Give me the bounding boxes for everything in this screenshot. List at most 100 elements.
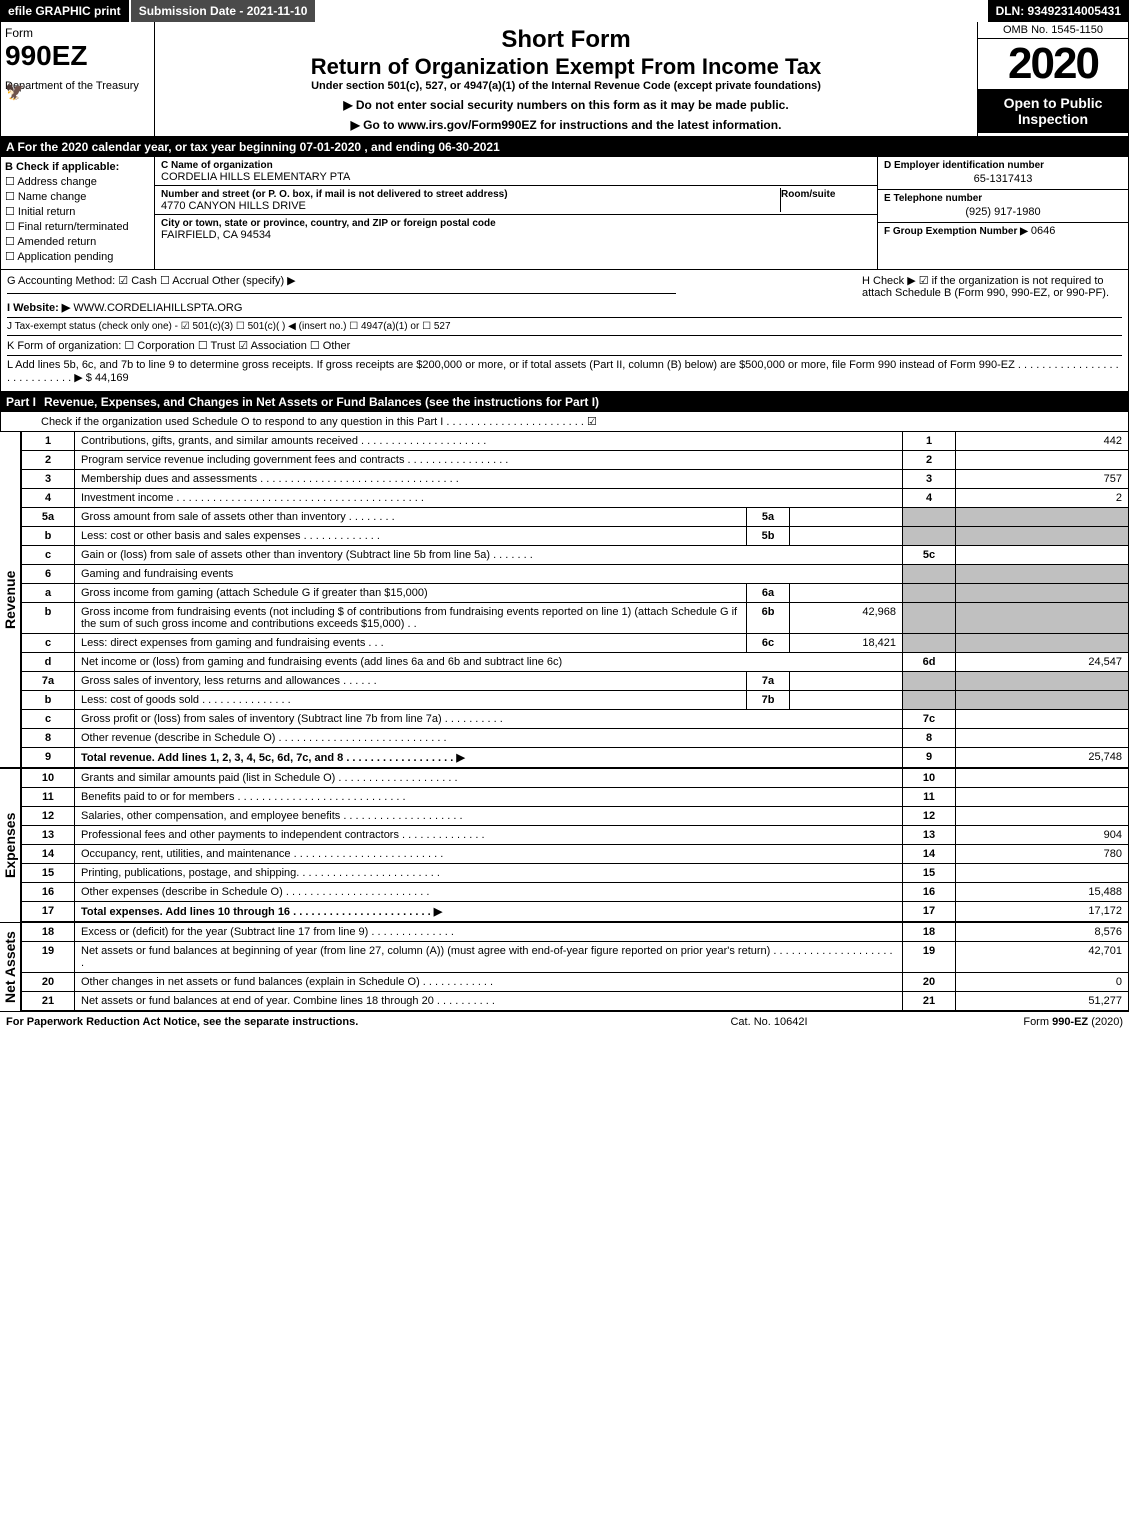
line-8: 8Other revenue (describe in Schedule O) … xyxy=(22,729,1129,748)
chk-address-change[interactable]: ☐ Address change xyxy=(5,175,150,188)
line-3: 3Membership dues and assessments . . . .… xyxy=(22,470,1129,489)
line-12: 12Salaries, other compensation, and empl… xyxy=(22,807,1129,826)
line-2: 2Program service revenue including gover… xyxy=(22,451,1129,470)
line-1: 1Contributions, gifts, grants, and simil… xyxy=(22,432,1129,451)
org-name-cell: C Name of organization CORDELIA HILLS EL… xyxy=(155,157,877,186)
entity-block: B Check if applicable: ☐ Address change … xyxy=(0,157,1129,270)
ein-label: D Employer identification number xyxy=(884,160,1044,171)
open-to-public: Open to Public Inspection xyxy=(978,89,1128,133)
ein-value: 65-1317413 xyxy=(884,171,1122,187)
chk-application-pending[interactable]: ☐ Application pending xyxy=(5,250,150,263)
entity-mid: C Name of organization CORDELIA HILLS EL… xyxy=(155,157,877,269)
chk-amended-return[interactable]: ☐ Amended return xyxy=(5,235,150,248)
line-21: 21Net assets or fund balances at end of … xyxy=(22,992,1129,1011)
return-title: Return of Organization Exempt From Incom… xyxy=(159,54,973,80)
part1-header: Part I Revenue, Expenses, and Changes in… xyxy=(0,392,1129,412)
submission-date: Submission Date - 2021-11-10 xyxy=(131,0,318,22)
street-value: 4770 CANYON HILLS DRIVE xyxy=(161,200,306,212)
part1-check: Check if the organization used Schedule … xyxy=(0,412,1129,431)
org-name: CORDELIA HILLS ELEMENTARY PTA xyxy=(161,171,350,183)
chk-initial-return[interactable]: ☐ Initial return xyxy=(5,205,150,218)
efile-graphic-print[interactable]: efile GRAPHIC print xyxy=(0,0,131,22)
group-label: F Group Exemption Number ▶ xyxy=(884,226,1028,237)
line-g: G Accounting Method: ☑ Cash ☐ Accrual Ot… xyxy=(7,274,676,294)
street-row: Number and street (or P. O. box, if mail… xyxy=(155,186,877,215)
phone-cell: E Telephone number (925) 917-1980 xyxy=(878,190,1128,223)
netassets-side-label: Net Assets xyxy=(0,922,21,1011)
website-link[interactable]: WWW.CORDELIAHILLSPTA.ORG xyxy=(73,302,242,314)
tax-year: 2020 xyxy=(978,39,1128,89)
page-footer: For Paperwork Reduction Act Notice, see … xyxy=(0,1011,1129,1032)
netassets-section: Net Assets 18Excess or (deficit) for the… xyxy=(0,922,1129,1011)
line-7a: 7aGross sales of inventory, less returns… xyxy=(22,672,1129,691)
expenses-table: 10Grants and similar amounts paid (list … xyxy=(21,768,1129,922)
line-l: L Add lines 5b, 6c, and 7b to line 9 to … xyxy=(7,356,1122,387)
line-18: 18Excess or (deficit) for the year (Subt… xyxy=(22,923,1129,942)
eagle-icon: 🦅 xyxy=(5,82,25,102)
line-i: I Website: ▶ WWW.CORDELIAHILLSPTA.ORG xyxy=(7,298,1122,318)
header-center: Short Form Return of Organization Exempt… xyxy=(155,22,978,136)
part1-label: Part I xyxy=(6,395,36,409)
part1-title: Revenue, Expenses, and Changes in Net As… xyxy=(44,395,599,409)
line-5b: bLess: cost or other basis and sales exp… xyxy=(22,527,1129,546)
line-11: 11Benefits paid to or for members . . . … xyxy=(22,788,1129,807)
tax-period: A For the 2020 calendar year, or tax yea… xyxy=(0,137,1129,157)
department: Department of the Treasury xyxy=(5,80,150,92)
subtitle: Under section 501(c), 527, or 4947(a)(1)… xyxy=(159,80,973,92)
line-6: 6Gaming and fundraising events xyxy=(22,565,1129,584)
street-label: Number and street (or P. O. box, if mail… xyxy=(161,189,508,200)
room-cell: Room/suite xyxy=(781,188,871,212)
spacer xyxy=(317,0,987,22)
line-6c: cLess: direct expenses from gaming and f… xyxy=(22,634,1129,653)
line-10: 10Grants and similar amounts paid (list … xyxy=(22,769,1129,788)
gross-receipts: 44,169 xyxy=(95,372,129,384)
city-value: FAIRFIELD, CA 94534 xyxy=(161,229,271,241)
warning-text: ▶ Do not enter social security numbers o… xyxy=(159,98,973,112)
expenses-side-label: Expenses xyxy=(0,768,21,922)
line-14: 14Occupancy, rent, utilities, and mainte… xyxy=(22,845,1129,864)
goto-link[interactable]: ▶ Go to www.irs.gov/Form990EZ for instru… xyxy=(159,118,973,132)
check-heading: B Check if applicable: xyxy=(5,161,119,173)
dln: DLN: 93492314005431 xyxy=(988,0,1129,22)
city-cell: City or town, state or province, country… xyxy=(155,215,877,243)
chk-final-return[interactable]: ☐ Final return/terminated xyxy=(5,220,150,233)
info-block: G Accounting Method: ☑ Cash ☐ Accrual Ot… xyxy=(0,270,1129,392)
chk-name-change[interactable]: ☐ Name change xyxy=(5,190,150,203)
expenses-section: Expenses 10Grants and similar amounts pa… xyxy=(0,768,1129,922)
line-k: K Form of organization: ☐ Corporation ☐ … xyxy=(7,336,1122,356)
line-6b: bGross income from fundraising events (n… xyxy=(22,603,1129,634)
line-19: 19Net assets or fund balances at beginni… xyxy=(22,942,1129,973)
line-7b: bLess: cost of goods sold . . . . . . . … xyxy=(22,691,1129,710)
line-17: 17Total expenses. Add lines 10 through 1… xyxy=(22,902,1129,922)
phone-label: E Telephone number xyxy=(884,193,982,204)
line-13: 13Professional fees and other payments t… xyxy=(22,826,1129,845)
form-number: 990EZ xyxy=(5,40,150,72)
entity-right: D Employer identification number 65-1317… xyxy=(877,157,1128,269)
form-header: Form 990EZ 🦅 Department of the Treasury … xyxy=(0,22,1129,137)
revenue-table: 1Contributions, gifts, grants, and simil… xyxy=(21,431,1129,768)
line-20: 20Other changes in net assets or fund ba… xyxy=(22,973,1129,992)
revenue-side-label: Revenue xyxy=(0,431,21,768)
form-ref: Form 990-EZ (2020) xyxy=(1023,1016,1123,1028)
line-6a: aGross income from gaming (attach Schedu… xyxy=(22,584,1129,603)
short-form-title: Short Form xyxy=(159,26,973,54)
omb-number: OMB No. 1545-1150 xyxy=(978,22,1128,39)
header-left: Form 990EZ 🦅 Department of the Treasury xyxy=(1,22,155,136)
netassets-table: 18Excess or (deficit) for the year (Subt… xyxy=(21,922,1129,1011)
ein-cell: D Employer identification number 65-1317… xyxy=(878,157,1128,190)
street-cell: Number and street (or P. O. box, if mail… xyxy=(161,188,781,212)
line-h: H Check ▶ ☑ if the organization is not r… xyxy=(862,274,1122,299)
cat-no: Cat. No. 10642I xyxy=(515,1016,1024,1028)
room-label: Room/suite xyxy=(781,189,835,200)
revenue-section: Revenue 1Contributions, gifts, grants, a… xyxy=(0,431,1129,768)
phone-value: (925) 917-1980 xyxy=(884,204,1122,220)
line-j: J Tax-exempt status (check only one) - ☑… xyxy=(7,318,1122,336)
paperwork-notice: For Paperwork Reduction Act Notice, see … xyxy=(6,1016,515,1028)
group-cell: F Group Exemption Number ▶ 0646 xyxy=(878,223,1128,239)
city-label: City or town, state or province, country… xyxy=(161,218,496,229)
top-bar: efile GRAPHIC print Submission Date - 20… xyxy=(0,0,1129,22)
org-name-label: C Name of organization xyxy=(161,160,273,171)
line-16: 16Other expenses (describe in Schedule O… xyxy=(22,883,1129,902)
line-4: 4Investment income . . . . . . . . . . .… xyxy=(22,489,1129,508)
form-word: Form xyxy=(5,26,150,40)
